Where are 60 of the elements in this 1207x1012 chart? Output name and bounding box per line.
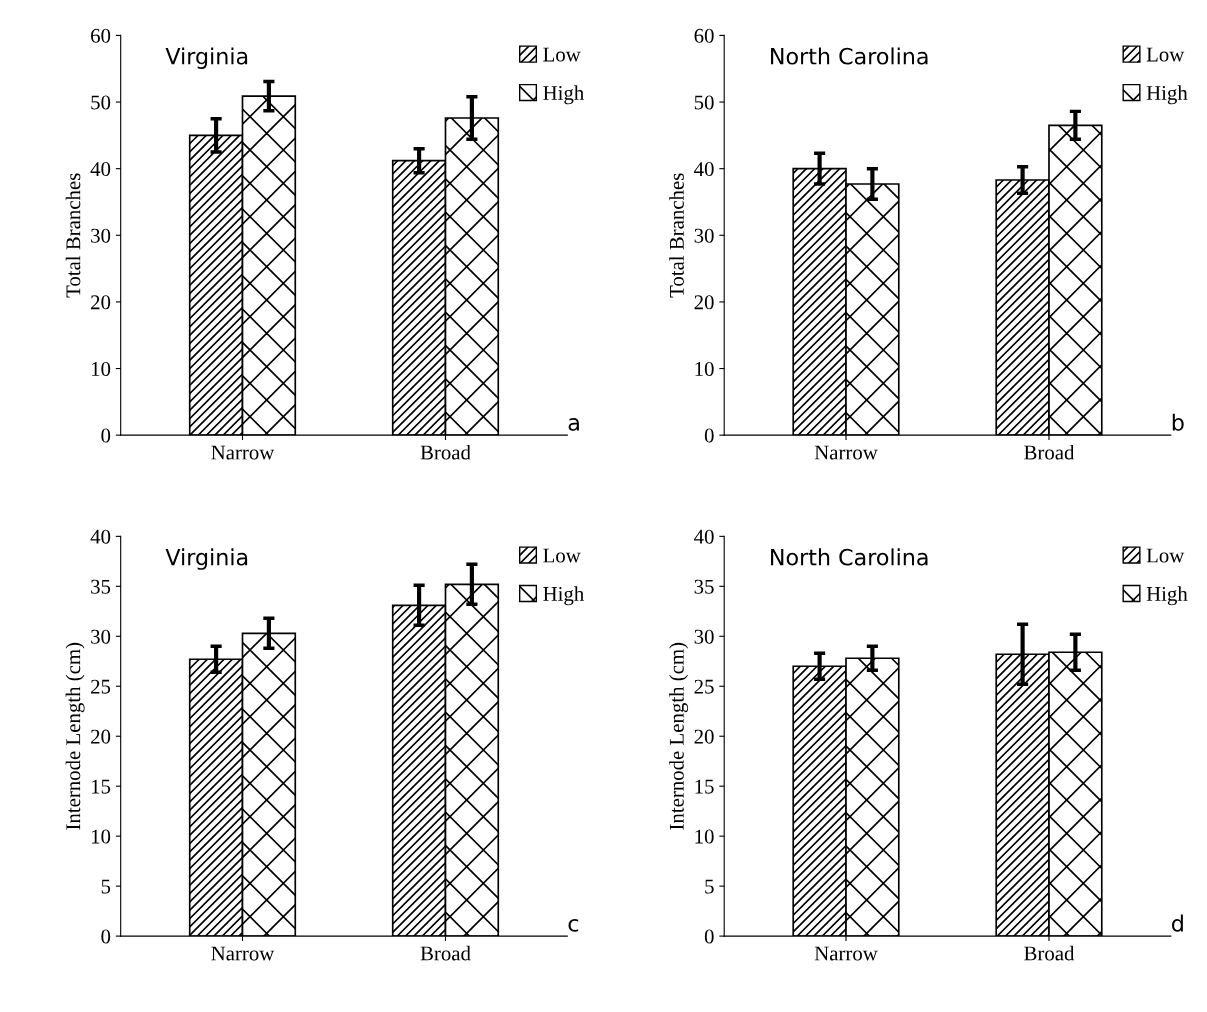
y-tick-label: 0: [704, 428, 714, 443]
text: c: [568, 919, 579, 932]
y-tick-label: 40: [90, 529, 111, 544]
legend-label: High: [543, 586, 584, 606]
y-tick-label: 10: [695, 829, 714, 844]
y-tick-label: 40: [694, 162, 714, 177]
y-axis-title: Internode Length (cm): [669, 642, 689, 830]
chart-title: North Carolina: [771, 47, 928, 65]
y-tick-label: 10: [695, 361, 714, 376]
y-tick-label: 0: [101, 428, 111, 443]
legend-label: Low: [1146, 548, 1185, 563]
y-tick-label: 35: [91, 579, 111, 594]
legend-label: Low: [543, 47, 581, 62]
y-tick-label: 20: [91, 729, 111, 744]
y-tick-label: 10: [91, 829, 111, 844]
y-tick-label: 50: [91, 95, 111, 110]
text: a: [568, 418, 579, 431]
legend-label: Low: [543, 548, 581, 563]
text: d: [1172, 914, 1183, 932]
y-tick-label: 25: [91, 679, 111, 694]
legend-label: High: [1146, 586, 1188, 606]
y-tick-label: 40: [90, 162, 111, 177]
legend-label: Low: [1146, 47, 1185, 62]
y-tick-label: 20: [694, 729, 714, 744]
y-tick-label: 5: [705, 879, 714, 894]
y-tick-label: 35: [694, 579, 714, 594]
x-tick-label: Narrow: [814, 946, 878, 961]
y-tick-label: 30: [694, 228, 714, 243]
x-tick-label: Broad: [420, 945, 471, 961]
y-tick-label: 25: [694, 679, 714, 694]
x-tick-label: Broad: [1024, 945, 1075, 961]
x-tick-label: Narrow: [211, 445, 275, 460]
legend-label: High: [1146, 85, 1188, 105]
chart-title: North Carolina: [771, 548, 928, 566]
y-tick-label: 15: [91, 779, 111, 794]
y-tick-label: 40: [694, 529, 714, 544]
y-tick-label: 0: [101, 929, 111, 944]
legend-label: High: [543, 85, 584, 105]
y-tick-label: 20: [694, 295, 714, 310]
x-tick-label: Narrow: [211, 946, 275, 961]
x-tick-label: Broad: [1024, 444, 1075, 460]
y-tick-label: 5: [101, 879, 111, 894]
y-tick-label: 30: [694, 629, 714, 644]
text: Virginia: [165, 47, 248, 69]
y-tick-label: 50: [694, 95, 714, 110]
x-tick-label: Broad: [420, 444, 471, 460]
y-axis-title: Internode Length (cm): [65, 642, 85, 830]
y-tick-label: 20: [91, 295, 111, 310]
y-tick-label: 15: [695, 779, 714, 794]
y-tick-label: 10: [91, 361, 111, 376]
y-tick-label: 30: [91, 228, 111, 243]
y-tick-label: 60: [91, 28, 111, 43]
y-axis-title: Total Branches: [669, 173, 684, 298]
x-tick-label: Narrow: [814, 445, 878, 460]
y-tick-label: 60: [694, 28, 714, 43]
y-axis-title: Total Branches: [65, 173, 81, 298]
text: b: [1172, 413, 1184, 431]
text: Virginia: [165, 548, 248, 570]
y-tick-label: 30: [91, 629, 111, 644]
y-tick-label: 0: [704, 929, 714, 944]
